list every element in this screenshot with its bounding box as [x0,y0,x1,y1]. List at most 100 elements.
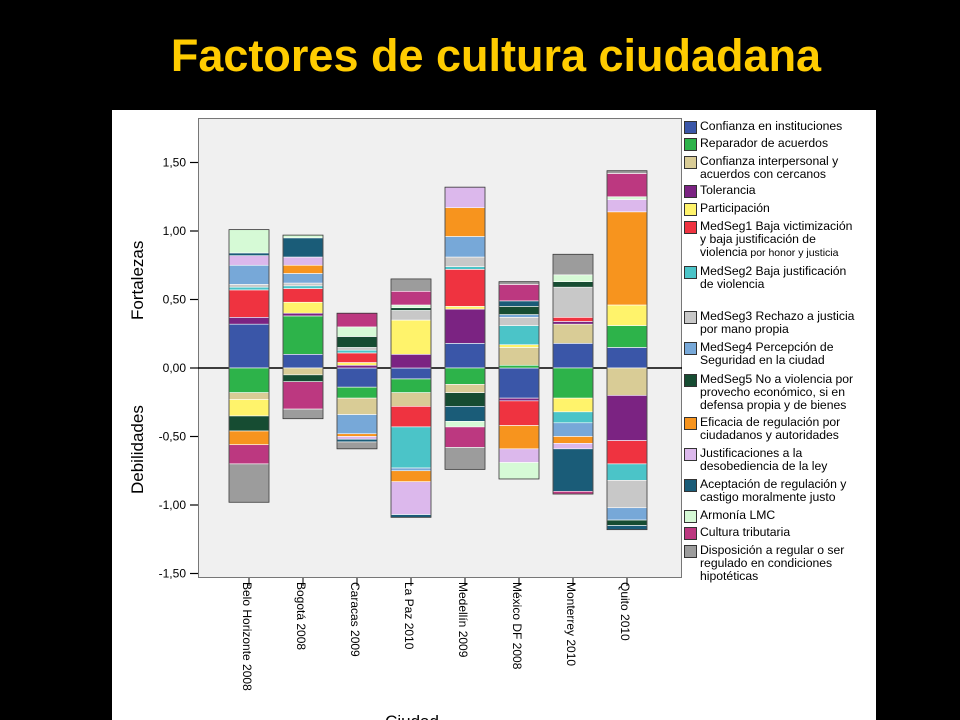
y-tick-label: -1,50 [159,567,187,581]
bar-segment [282,273,324,284]
legend-label-line: por mano propia [700,322,789,336]
bar-segment [228,399,270,417]
bar-segment [552,436,594,444]
bar-segment [390,481,432,515]
bar-segment [336,326,378,337]
legend-label: MedSeg4 Percepción de Seguridad en la ciu… [700,341,876,367]
bar-segment [282,315,324,355]
legend-label-line: MedSeg2 Baja justificación [700,264,847,278]
legend-swatch [684,121,697,134]
bar-segment [228,286,270,291]
bar-segment [228,392,270,400]
bar-segment [498,325,540,346]
bar-segment [444,266,486,270]
legend-label-line: Tolerancia [700,183,756,197]
bar-segment [336,436,378,440]
bar-segment [336,397,378,415]
bar-segment [444,256,486,267]
bar-segment [228,255,270,266]
legend-swatch [684,203,697,216]
bar-segment [552,343,594,369]
x-tick-label: Bogotá 2008 [294,582,308,650]
legend-swatch [684,221,697,234]
legend-swatch [684,185,697,198]
bar-outline [606,170,648,531]
bar-segment [444,447,486,470]
bar-segment [606,440,648,465]
bar-segment [552,443,594,450]
legend-label-line: MedSeg3 Rechazo a justicia [700,309,855,323]
bar-segment [390,304,432,309]
bar-segment [390,406,432,428]
bar-segment [390,354,432,369]
legend-swatch [684,374,697,387]
legend-label-small: por honor y justicia [747,247,839,259]
bar-segment [390,310,432,321]
legend-swatch [684,510,697,523]
bar-outline [336,312,378,450]
bar-segment [228,323,270,369]
legend-label: Aceptación de regulación y castigo moralm… [700,478,876,504]
x-tick-label: Belo Horizonte 2008 [240,582,254,691]
bar-segment [336,441,378,450]
legend-swatch [684,417,697,430]
bar-segment [606,196,648,200]
legend-swatch [684,138,697,151]
legend-label-line: ciudadanos y autoridades [700,428,839,442]
legend-label-line: MedSeg1 Baja victimización [700,219,853,233]
bar-segment [282,282,324,287]
legend-label: Confianza en instituciones [700,120,876,133]
bar-segment [498,317,540,326]
x-tick-label: México DF 2008 [510,582,524,670]
legend-label-line: Reparador de acuerdos [700,136,829,150]
bar-segment [552,253,594,276]
bar-segment [228,289,270,318]
legend-swatch [684,545,697,558]
legend-label-line: castigo moralmente justo [700,490,836,504]
legend-label-line: Aceptación de regulación y [700,477,847,491]
y-tick-label: 0,50 [163,293,187,307]
bar-segment [390,392,432,407]
x-tick-label: Quito 2010 [618,582,632,641]
bar-segment [444,308,486,344]
bar-segment [498,400,540,426]
bar-segment [444,306,486,310]
bar-outline [390,278,432,518]
legend-label-line: hipotéticas [700,569,759,583]
bar-segment [390,378,432,393]
legend-label-line: desobediencia de la ley [700,459,828,473]
legend-label-line: y baja justificación de [700,232,816,246]
bar-outline [228,229,270,503]
bar-segment [282,301,324,314]
legend-swatch [684,448,697,461]
legend-label-line: acuerdos con cercanos [700,167,827,181]
bar-segment [390,307,432,311]
bar-segment [606,211,648,306]
bar-outline [282,234,324,420]
x-tick-label: Caracas 2009 [348,582,362,657]
legend-label-line: Disposición a regular o ser [700,543,845,557]
bar-segment [336,367,378,388]
bar-segment [444,269,486,307]
legend-label-line: Confianza interpersonal y [700,154,839,168]
bar-segment [282,312,324,317]
bar-segment [498,281,540,285]
bar-segment [228,264,270,285]
x-tick-label: Monterrey 2010 [564,582,578,666]
legend-label: MedSeg2 Baja justificación de violencia [700,265,876,291]
bar-segment [444,236,486,258]
legend-label: MedSeg5 No a violencia por provecho econó… [700,373,876,412]
legend-label-line: Eficacia de regulación por [700,415,841,429]
bar-segment [552,286,594,318]
legend-label-line: Cultura tributaria [700,525,791,539]
bar-segment [498,367,540,399]
bar-segment [552,397,594,413]
legend-swatch [684,342,697,355]
legend-label-line: defensa propia y de bienes [700,398,847,412]
legend-label-line: violencia [700,245,748,259]
bar-outline [444,186,486,470]
bar-segment [390,514,432,518]
bar-segment [228,463,270,503]
legend-label: Cultura tributaria [700,526,876,539]
legend-label-line: regulado en condiciones [700,556,833,570]
